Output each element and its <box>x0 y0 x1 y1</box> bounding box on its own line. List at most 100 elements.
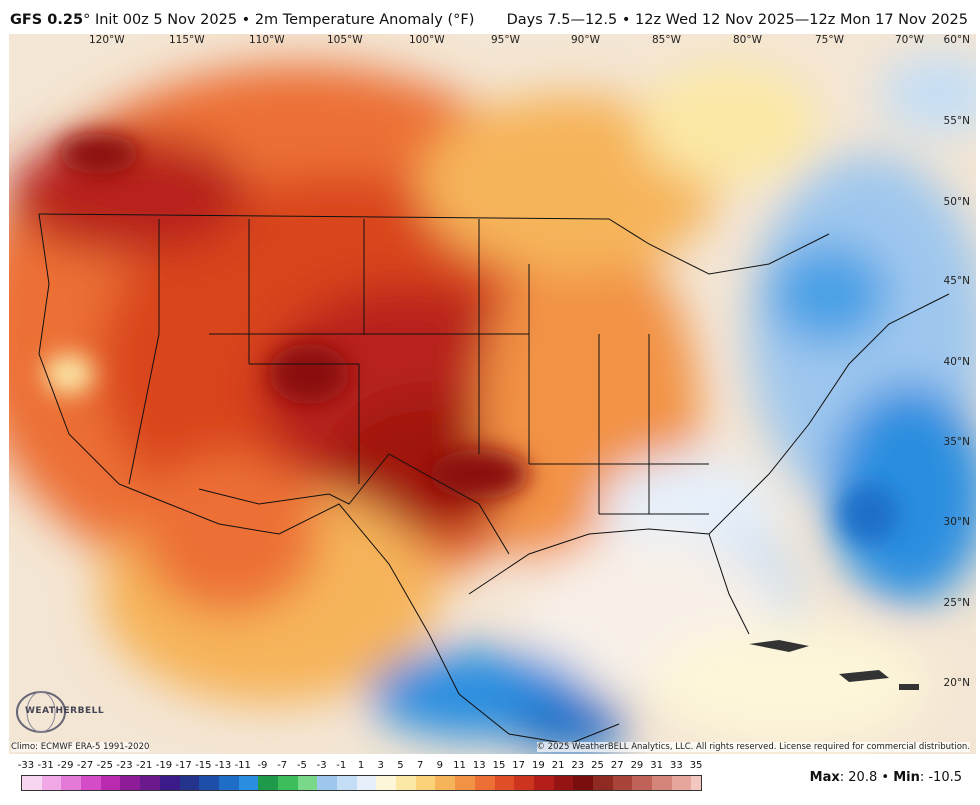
legend-swatch <box>169 776 180 790</box>
legend-swatch <box>533 776 544 790</box>
lat-label: 40°N <box>943 356 970 368</box>
gulf-coast-line <box>468 528 750 635</box>
legend-tick-label: -23 <box>116 760 133 771</box>
anomaly-map: 120°W 115°W 110°W 105°W 100°W 95°W 90°W … <box>9 34 976 754</box>
lon-label: 120°W <box>89 34 125 46</box>
legend-swatch <box>366 776 377 790</box>
legend-tick-label: -7 <box>277 760 288 771</box>
legend-swatch <box>543 776 554 790</box>
lat-label: 45°N <box>943 275 970 287</box>
header: GFS 0.25° Init 00z 5 Nov 2025 • 2m Tempe… <box>0 0 980 34</box>
legend-swatch <box>159 776 170 790</box>
legend-tick-label: -21 <box>136 760 153 771</box>
anomaly-detail <box>44 134 899 544</box>
legend-swatch <box>140 776 150 790</box>
legend-swatch <box>632 776 643 790</box>
lon-label: 110°W <box>249 34 285 46</box>
lat-label: 55°N <box>943 115 970 127</box>
legend-swatch <box>356 776 367 790</box>
lon-label: 75°W <box>815 34 844 46</box>
legend-swatch <box>405 776 416 790</box>
legend-swatch <box>41 776 52 790</box>
legend-swatch <box>31 776 42 790</box>
logo-globe-icon <box>16 691 66 733</box>
caribbean-islands <box>749 640 919 690</box>
east-coast-line <box>708 293 950 535</box>
legend-tick-label: 3 <box>377 760 384 771</box>
legend-tick-label: -17 <box>175 760 192 771</box>
legend-tick-label: -25 <box>96 760 113 771</box>
legend-swatch <box>199 776 210 790</box>
logo-text: WEATHERBELL <box>25 706 105 716</box>
legend-swatch <box>90 776 101 790</box>
lon-label: 70°W <box>895 34 924 46</box>
legend-swatch <box>61 776 72 790</box>
lat-label: 50°N <box>943 196 970 208</box>
legend-tick-label: 9 <box>436 760 444 771</box>
legend-swatch <box>218 776 229 790</box>
lon-label: 85°W <box>652 34 681 46</box>
legend-swatch <box>396 776 406 790</box>
legend-swatch <box>337 776 347 790</box>
legend-swatch <box>149 776 160 790</box>
legend-bar <box>21 775 703 791</box>
legend-tick-label: 23 <box>571 760 585 771</box>
legend-swatch <box>514 776 525 790</box>
west-coast-line <box>38 213 620 745</box>
legend-tick-label: -31 <box>37 760 54 771</box>
legend-swatch <box>189 776 200 790</box>
legend-swatch <box>386 776 397 790</box>
init-time: Init 00z 5 Nov 2025 <box>94 12 238 28</box>
legend-swatch <box>415 776 426 790</box>
title-separator: • <box>241 12 251 28</box>
legend-swatch <box>277 776 288 790</box>
max-value: 20.8 <box>848 770 878 785</box>
legend-swatch <box>445 776 456 790</box>
legend-swatch <box>51 776 62 790</box>
legend-swatch <box>110 776 121 790</box>
legend-tick-label: -29 <box>57 760 74 771</box>
legend-swatch <box>327 776 337 790</box>
legend-swatch <box>612 776 623 790</box>
max-min-stats: Max: 20.8 • Min: -10.5 <box>809 770 962 785</box>
legend-swatch <box>307 776 318 790</box>
legend-swatch <box>622 776 633 790</box>
legend-ticks: -33 -31 -29 -27 -25 -23 -21 -19 -17 -15 -13 -11 -9 -7… <box>13 760 703 774</box>
legend-swatch <box>661 776 672 790</box>
legend-swatch <box>179 776 190 790</box>
map-title: GFS 0.25° Init 00z 5 Nov 2025 • 2m Tempe… <box>10 12 474 28</box>
legend-swatch <box>71 776 82 790</box>
legend-swatch <box>652 776 662 790</box>
legend-swatch <box>671 776 682 790</box>
legend-tick-label: -33 <box>17 760 35 771</box>
legend-swatch <box>287 776 298 790</box>
legend-swatch <box>346 776 357 790</box>
legend-swatch <box>553 776 564 790</box>
legend-swatch <box>504 776 515 790</box>
legend-swatch <box>120 776 131 790</box>
legend-swatch <box>563 776 574 790</box>
legend-swatch <box>464 776 475 790</box>
variable-name: 2m Temperature Anomaly (°F) <box>254 12 475 28</box>
weatherbell-logo: WEATHERBELL <box>13 688 104 736</box>
legend-swatch <box>81 776 91 790</box>
legend-swatch <box>268 776 278 790</box>
legend-swatch <box>474 776 485 790</box>
legend-tick-label: 21 <box>551 760 565 771</box>
legend-swatch <box>100 776 111 790</box>
legend-swatch <box>228 776 239 790</box>
legend-swatch <box>435 776 446 790</box>
lat-label: 30°N <box>943 516 970 528</box>
legend-tick-label: 29 <box>630 760 644 771</box>
legend-swatch <box>484 776 495 790</box>
climo-note: Climo: ECMWF ERA-5 1991-2020 <box>11 742 150 752</box>
legend-tick-label: -27 <box>76 760 94 771</box>
valid-range: Days 7.5—12.5 • 12z Wed 12 Nov 2025—12z … <box>506 12 968 28</box>
borders <box>38 213 950 745</box>
legend-swatch <box>592 776 603 790</box>
legend-tick-label: 5 <box>397 760 404 771</box>
legend-tick-label: -13 <box>214 760 232 771</box>
legend-swatch <box>524 776 534 790</box>
legend-tick-label: 1 <box>357 760 365 771</box>
model-name: GFS 0.25 <box>10 12 84 28</box>
